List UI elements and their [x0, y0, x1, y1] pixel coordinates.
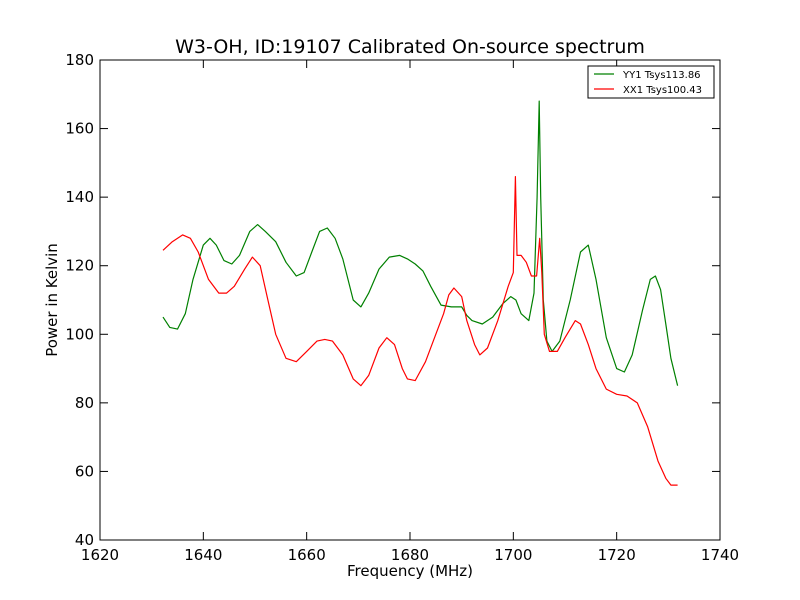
- y-tick-label: 140: [65, 188, 94, 206]
- y-tick-label: 40: [75, 531, 94, 549]
- x-tick-label: 1620: [81, 546, 119, 564]
- x-tick-label: 1700: [494, 546, 532, 564]
- legend-label-xx1: XX1 Tsys100.43: [623, 85, 702, 96]
- y-tick-label: 100: [65, 325, 94, 343]
- chart-title: W3-OH, ID:19107 Calibrated On-source spe…: [175, 36, 645, 58]
- series-layer: [162, 100, 679, 486]
- x-tick-label: 1720: [598, 546, 636, 564]
- y-tick-label: 60: [75, 462, 94, 480]
- x-tick-label: 1640: [184, 546, 222, 564]
- x-tick-label: 1740: [701, 546, 739, 564]
- y-tick-label: 80: [75, 394, 94, 412]
- axis-layer: 1620 1640 1660 1680 1700 1720 1740 40 60 80 100 120…: [65, 51, 739, 564]
- x-tick-label: 1680: [391, 546, 429, 564]
- legend: YY1 Tsys113.86 XX1 Tsys100.43: [587, 65, 715, 99]
- legend-label-yy1: YY1 Tsys113.86: [622, 70, 701, 81]
- legend-box: [587, 65, 715, 99]
- x-tick-label: 1660: [288, 546, 326, 564]
- y-axis-label: Power in Kelvin: [43, 243, 61, 357]
- y-tick-label: 120: [65, 257, 94, 275]
- y-tick-label: 160: [65, 120, 94, 138]
- y-tick-label: 180: [65, 51, 94, 69]
- plot-area: [99, 59, 721, 541]
- x-axis-label: Frequency (MHz): [347, 562, 473, 580]
- series-line-xx1: [162, 176, 678, 486]
